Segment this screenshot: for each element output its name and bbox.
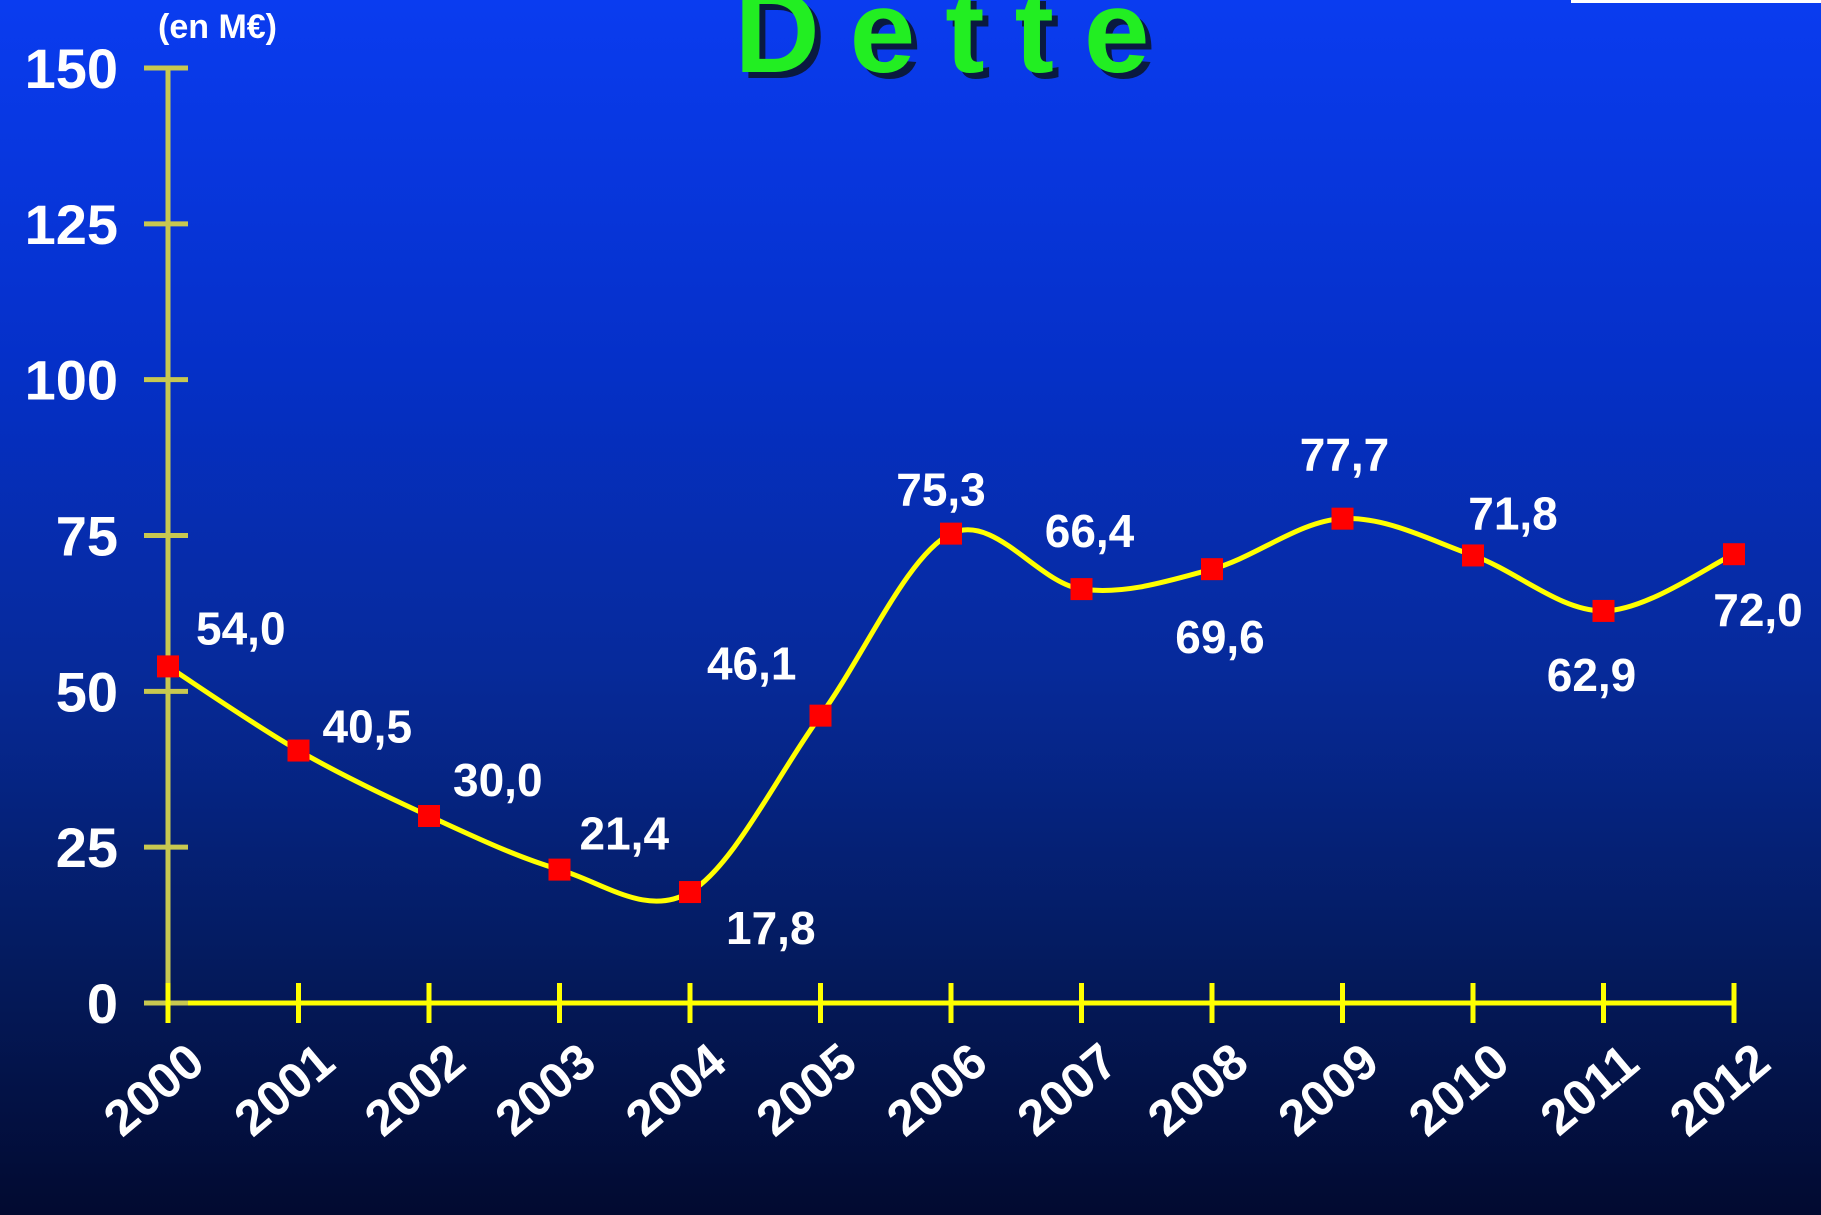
- data-point-marker: [809, 704, 832, 727]
- x-tick-label: 2007: [1007, 1032, 1128, 1146]
- data-label: 62,9: [1547, 649, 1637, 701]
- corner-decoration: [1571, 0, 1821, 3]
- data-point-marker: [679, 881, 701, 904]
- y-tick-label: 100: [25, 349, 118, 412]
- y-tick-label: 25: [56, 816, 118, 879]
- x-tick-label: 2002: [354, 1032, 475, 1146]
- x-tick-label: 2009: [1268, 1032, 1389, 1146]
- data-point-marker: [1331, 507, 1354, 530]
- x-tick-label: 2008: [1137, 1032, 1258, 1146]
- data-label: 75,3: [896, 464, 986, 516]
- x-tick-label: 2010: [1398, 1032, 1519, 1146]
- data-label: 77,7: [1300, 429, 1390, 481]
- data-label: 66,4: [1045, 505, 1135, 557]
- x-tick-label: 2012: [1659, 1032, 1780, 1146]
- x-tick-label: 2003: [485, 1032, 606, 1146]
- data-point-marker: [1201, 558, 1223, 581]
- y-tick-label: 125: [25, 193, 118, 256]
- x-tick-label: 2001: [224, 1032, 345, 1146]
- chart-title: Dette Dette: [734, 0, 1185, 104]
- axes: [163, 68, 1736, 1023]
- y-axis-unit-label: (en M€): [158, 8, 277, 46]
- data-label: 72,0: [1713, 584, 1803, 636]
- y-tick-label: 0: [87, 972, 118, 1035]
- x-tick-label: 2004: [615, 1032, 736, 1147]
- data-label: 46,1: [707, 638, 797, 690]
- data-label: 71,8: [1468, 487, 1558, 539]
- data-point-marker: [157, 655, 179, 678]
- x-tick-label: 2000: [93, 1032, 214, 1146]
- data-point-marker: [548, 858, 571, 881]
- x-tick-label: 2006: [876, 1032, 997, 1146]
- data-label: 17,8: [726, 902, 816, 954]
- data-point-marker: [1723, 543, 1745, 566]
- data-label: 21,4: [580, 808, 670, 860]
- chart-title-text: Dette: [734, 0, 1179, 98]
- y-tick-label: 150: [25, 37, 118, 100]
- x-tick-label: 2011: [1530, 1033, 1649, 1146]
- data-markers: [157, 507, 1745, 904]
- data-labels: 54,0 40,5 30,0 21,4 17,8 46,1 75,3 66,4 69,6 77,7…: [196, 429, 1803, 954]
- data-point-marker: [287, 739, 310, 762]
- data-point-marker: [940, 522, 962, 545]
- data-point-marker: [1070, 578, 1093, 601]
- data-label: 40,5: [323, 701, 413, 753]
- data-point-marker: [1462, 544, 1484, 567]
- data-label: 30,0: [453, 754, 543, 806]
- data-label: 54,0: [196, 602, 286, 654]
- y-axis-ticks: 0 25 50 75 100 125 150: [25, 37, 188, 1035]
- y-tick-label: 75: [56, 505, 118, 568]
- data-point-marker: [1592, 599, 1615, 622]
- x-tick-label: 2005: [746, 1032, 867, 1146]
- y-tick-label: 50: [56, 660, 118, 723]
- data-label: 69,6: [1175, 611, 1265, 663]
- x-axis-ticks: 2000 2001 2002 2003 2004 2005 2006 2007 2008 2009…: [93, 983, 1780, 1147]
- data-point-marker: [418, 805, 440, 827]
- chart-title-shadow: Dette: [740, 0, 1185, 104]
